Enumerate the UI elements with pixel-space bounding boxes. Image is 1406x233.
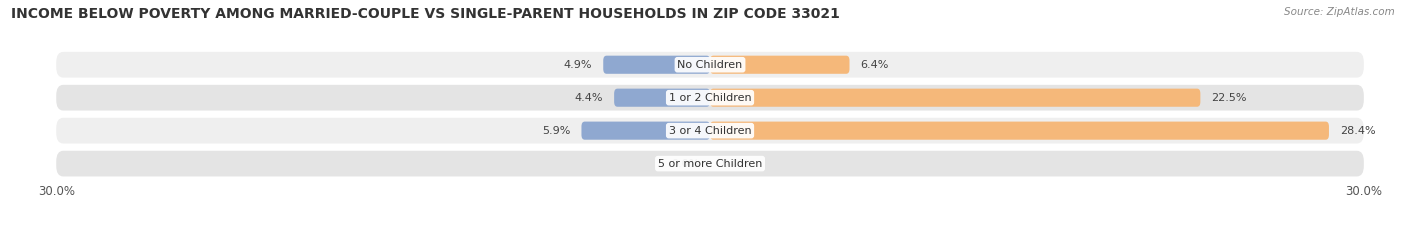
Text: 6.4%: 6.4% [860,60,889,70]
Text: 4.4%: 4.4% [575,93,603,103]
FancyBboxPatch shape [582,122,710,140]
FancyBboxPatch shape [56,85,1364,110]
Text: 1 or 2 Children: 1 or 2 Children [669,93,751,103]
FancyBboxPatch shape [603,56,710,74]
FancyBboxPatch shape [56,52,1364,78]
Text: 5 or more Children: 5 or more Children [658,159,762,169]
Text: Source: ZipAtlas.com: Source: ZipAtlas.com [1284,7,1395,17]
FancyBboxPatch shape [614,89,710,107]
Text: 3 or 4 Children: 3 or 4 Children [669,126,751,136]
Text: 0.0%: 0.0% [721,159,749,169]
Text: 4.9%: 4.9% [564,60,592,70]
Text: 5.9%: 5.9% [543,126,571,136]
Text: INCOME BELOW POVERTY AMONG MARRIED-COUPLE VS SINGLE-PARENT HOUSEHOLDS IN ZIP COD: INCOME BELOW POVERTY AMONG MARRIED-COUPL… [11,7,841,21]
FancyBboxPatch shape [710,89,1201,107]
Text: 22.5%: 22.5% [1212,93,1247,103]
FancyBboxPatch shape [710,122,1329,140]
FancyBboxPatch shape [710,56,849,74]
Text: 0.0%: 0.0% [671,159,699,169]
FancyBboxPatch shape [56,151,1364,176]
FancyBboxPatch shape [56,118,1364,144]
Text: 28.4%: 28.4% [1340,126,1375,136]
Text: No Children: No Children [678,60,742,70]
